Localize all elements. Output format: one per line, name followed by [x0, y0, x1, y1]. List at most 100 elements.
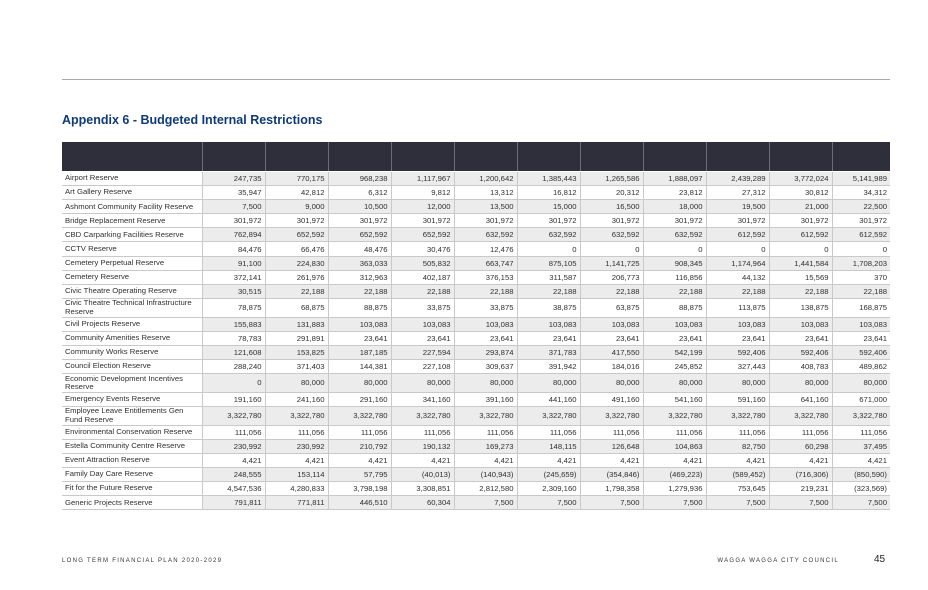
table-cell-value: 230,992: [264, 439, 328, 454]
table-cell-value: 301,972: [516, 213, 580, 229]
table-cell-value: 7,500: [579, 495, 643, 511]
header-separator: [769, 142, 770, 171]
reserve-name: Community Works Reserve: [62, 345, 203, 360]
table-cell-value: 23,641: [453, 331, 517, 346]
table-cell-value: 121,608: [201, 345, 265, 360]
table-cell-value: 3,322,780: [390, 406, 454, 426]
table-row: Civic Theatre Operating Reserve 30,515 22,…: [62, 284, 890, 299]
table-cell-value: 80,000: [705, 373, 769, 393]
table-cell-value: 111,056: [453, 425, 517, 440]
table-cell-value: 2,309,160: [516, 481, 580, 497]
table-row: Civic Theatre Technical Infrastructure R…: [62, 298, 890, 318]
table-cell-value: 30,476: [390, 241, 454, 257]
table-cell-value: 12,000: [390, 199, 454, 215]
table-cell-value: 111,056: [390, 425, 454, 440]
reserve-name: Fit for the Future Reserve: [62, 481, 203, 497]
table-cell-value: 301,972: [264, 213, 328, 229]
table-cell-value: (245,659): [516, 467, 580, 483]
table-cell-value: 4,421: [768, 453, 832, 468]
table-cell-value: 770,175: [264, 172, 328, 187]
table-cell-value: 2,439,289: [705, 172, 769, 187]
table-cell-value: 293,874: [453, 345, 517, 360]
table-cell-value: 0: [516, 241, 580, 257]
table-cell-value: 111,056: [705, 425, 769, 440]
table-cell-value: 261,976: [264, 270, 328, 285]
table-cell-value: 22,188: [453, 284, 517, 299]
table-cell-value: 155,883: [201, 317, 265, 332]
table-cell-value: 187,185: [327, 345, 391, 360]
table-cell-value: 22,188: [264, 284, 328, 299]
table-cell-value: 968,238: [327, 172, 391, 187]
table-cell-value: 3,322,780: [705, 406, 769, 426]
table-cell-value: 771,811: [264, 495, 328, 511]
table-cell-value: 592,406: [705, 345, 769, 360]
restrictions-table: Airport Reserve 247,735 770,175 968,238 1,11…: [62, 172, 890, 511]
table-cell-value: 1,798,358: [579, 481, 643, 497]
table-cell-value: 505,832: [390, 256, 454, 271]
table-cell-value: 0: [579, 241, 643, 257]
table-cell-value: 376,153: [453, 270, 517, 285]
table-cell-value: 80,000: [516, 373, 580, 393]
table-cell-value: 34,312: [831, 185, 890, 201]
table-cell-value: 103,083: [831, 317, 890, 332]
table-row: CCTV Reserve 84,476 66,476 48,476 30,476 12,4…: [62, 241, 890, 257]
table-cell-value: (354,846): [579, 467, 643, 483]
table-cell-value: 2,812,580: [453, 481, 517, 497]
reserve-name: Cemetery Reserve: [62, 270, 203, 285]
table-header: [62, 142, 890, 171]
table-cell-value: 875,105: [516, 256, 580, 271]
table-cell-value: 3,322,780: [642, 406, 706, 426]
table-cell-value: 227,594: [390, 345, 454, 360]
table-cell-value: 21,000: [768, 199, 832, 215]
table-cell-value: 612,592: [831, 227, 890, 243]
table-cell-value: 408,783: [768, 359, 832, 375]
table-cell-value: 80,000: [264, 373, 328, 393]
page-title: Appendix 6 - Budgeted Internal Restricti…: [62, 113, 323, 127]
table-cell-value: 3,322,780: [264, 406, 328, 426]
table-cell-value: 591,160: [705, 392, 769, 407]
table-cell-value: 19,500: [705, 199, 769, 215]
table-cell-value: (589,452): [705, 467, 769, 483]
table-cell-value: 22,188: [516, 284, 580, 299]
table-cell-value: 104,863: [642, 439, 706, 454]
table-cell-value: 227,108: [390, 359, 454, 375]
table-row: Economic Development Incentives Reserve 0…: [62, 373, 890, 393]
table-cell-value: (716,306): [768, 467, 832, 483]
table-cell-value: 42,812: [264, 185, 328, 201]
table-cell-value: 301,972: [201, 213, 265, 229]
table-row: Community Amenities Reserve 78,783 291,891…: [62, 331, 890, 346]
table-cell-value: 103,083: [705, 317, 769, 332]
table-row: Emergency Events Reserve 191,160 241,160 29…: [62, 392, 890, 407]
table-cell-value: 126,648: [579, 439, 643, 454]
table-cell-value: 1,200,642: [453, 172, 517, 187]
reserve-name: CBD Carparking Facilities Reserve: [62, 227, 203, 243]
table-cell-value: 4,421: [831, 453, 890, 468]
table-cell-value: 22,188: [642, 284, 706, 299]
table-cell-value: 446,510: [327, 495, 391, 511]
table-cell-value: 0: [201, 373, 265, 393]
header-separator: [454, 142, 455, 171]
table-cell-value: 301,972: [831, 213, 890, 229]
table-cell-value: 111,056: [831, 425, 890, 440]
table-cell-value: 248,555: [201, 467, 265, 483]
table-cell-value: 791,811: [201, 495, 265, 511]
table-cell-value: 6,312: [327, 185, 391, 201]
reserve-name: Economic Development Incentives Reserve: [62, 373, 203, 393]
table-cell-value: 80,000: [390, 373, 454, 393]
table-cell-value: 16,812: [516, 185, 580, 201]
table-cell-value: 4,421: [390, 453, 454, 468]
table-cell-value: 363,033: [327, 256, 391, 271]
table-cell-value: 1,441,584: [768, 256, 832, 271]
table-cell-value: 663,747: [453, 256, 517, 271]
table-cell-value: 4,421: [327, 453, 391, 468]
table-cell-value: 3,772,024: [768, 172, 832, 187]
table-cell-value: 80,000: [831, 373, 890, 393]
header-separator: [202, 142, 203, 171]
table-cell-value: 632,592: [642, 227, 706, 243]
table-cell-value: 88,875: [327, 298, 391, 318]
table-cell-value: 80,000: [579, 373, 643, 393]
table-cell-value: 3,798,198: [327, 481, 391, 497]
table-cell-value: 7,500: [453, 495, 517, 511]
table-cell-value: 111,056: [264, 425, 328, 440]
table-cell-value: 224,830: [264, 256, 328, 271]
